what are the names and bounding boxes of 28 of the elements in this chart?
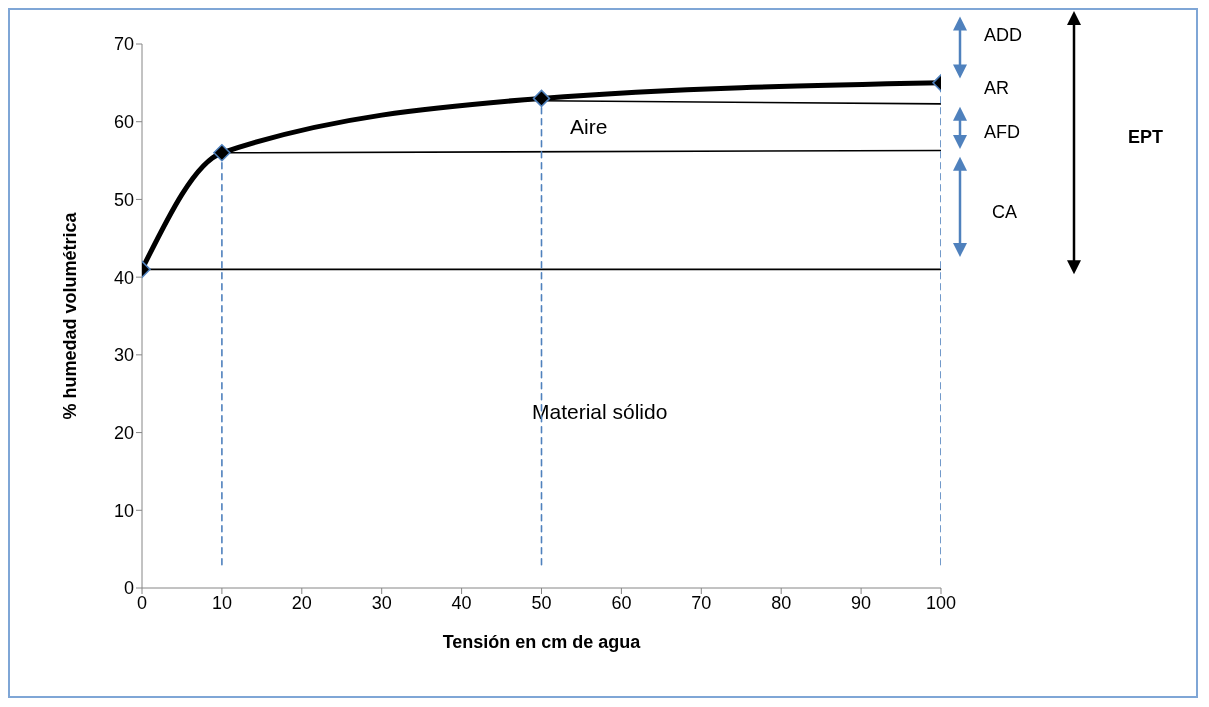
- text: AFD: [984, 121, 1020, 142]
- y-tick-label: 10: [113, 500, 134, 521]
- text: CA: [992, 202, 1018, 223]
- y-axis-title: % humedad volumétrica: [60, 211, 81, 420]
- y-tick-label: 50: [113, 189, 134, 210]
- x-tick-label: 100: [925, 592, 957, 613]
- x-tick-label: 40: [451, 592, 472, 613]
- annotation: Material sólido: [532, 400, 668, 424]
- y-tick-label: 20: [113, 422, 134, 443]
- x-tick-label: 50: [531, 592, 552, 613]
- y-tick-label: 60: [113, 112, 134, 133]
- x-tick-label: 0: [136, 592, 148, 613]
- y-tick-label: 70: [113, 34, 134, 55]
- y-tick-label: 30: [113, 345, 134, 366]
- text: ADD: [984, 24, 1023, 45]
- x-tick-label: 80: [771, 592, 792, 613]
- text: AR: [984, 77, 1010, 98]
- x-tick-label: 70: [691, 592, 712, 613]
- x-tick-label: 20: [291, 592, 312, 613]
- text: EPT: [1128, 127, 1164, 148]
- x-tick-label: 30: [371, 592, 392, 613]
- x-tick-label: 60: [611, 592, 632, 613]
- x-tick-label: 10: [211, 592, 232, 613]
- annotation: Aire: [570, 114, 608, 138]
- y-tick-label: 0: [123, 578, 134, 599]
- x-axis-title: Tensión en cm de agua: [442, 632, 642, 652]
- y-tick-label: 40: [113, 267, 134, 288]
- x-tick-label: 90: [851, 592, 872, 613]
